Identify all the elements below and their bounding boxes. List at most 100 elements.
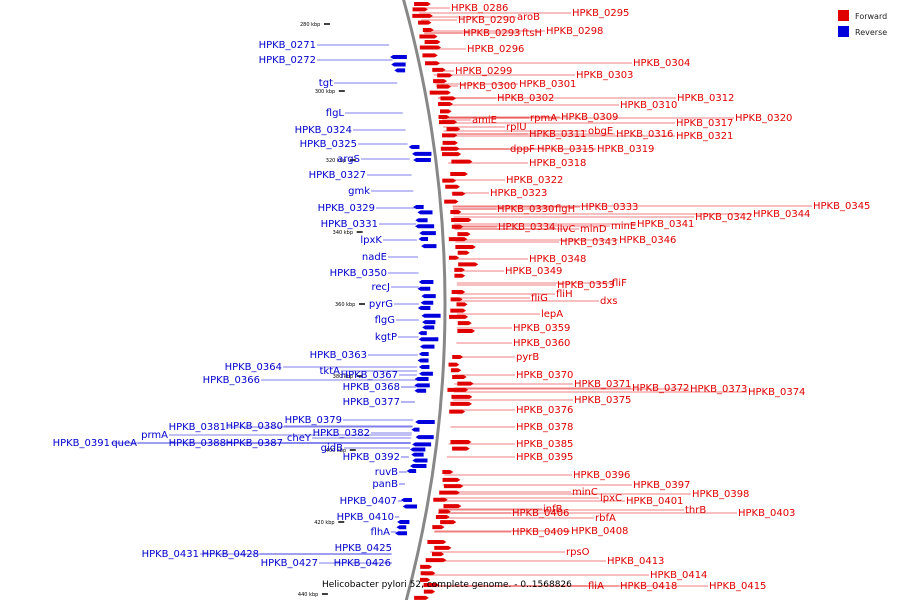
forward-gene-label: HPKB_0299 bbox=[455, 66, 512, 77]
reverse-gene-arrow bbox=[402, 504, 418, 509]
forward-gene-arrow bbox=[457, 250, 470, 255]
forward-gene-arrow bbox=[450, 401, 472, 406]
reverse-gene-arrow bbox=[397, 520, 410, 524]
reverse-gene-arrow bbox=[415, 218, 428, 223]
forward-gene-label: obgE bbox=[588, 126, 613, 137]
forward-gene-label: HPKB_0345 bbox=[813, 201, 870, 212]
forward-gene-arrow bbox=[424, 39, 441, 44]
forward-gene-label: thrB bbox=[685, 505, 706, 516]
scale-tick-label: 380 kbp bbox=[333, 374, 353, 380]
reverse-gene-label: tktA bbox=[320, 366, 341, 377]
reverse-gene-arrow bbox=[417, 306, 431, 311]
forward-gene-label: HPKB_0375 bbox=[574, 395, 631, 406]
forward-gene-label: HPKB_0414 bbox=[650, 570, 707, 581]
forward-gene-arrow bbox=[419, 45, 442, 50]
forward-gene-label: HPKB_0343 bbox=[560, 237, 617, 248]
forward-gene-label: HPKB_0374 bbox=[748, 387, 805, 398]
reverse-gene-label: argS bbox=[337, 154, 360, 165]
legend-reverse-swatch bbox=[838, 26, 849, 37]
forward-gene-arrow bbox=[444, 199, 459, 204]
forward-gene-arrow bbox=[423, 589, 436, 594]
forward-gene-label: dppF bbox=[510, 144, 535, 155]
reverse-gene-arrow bbox=[415, 420, 435, 424]
reverse-gene-arrow bbox=[414, 383, 430, 388]
forward-gene-label: HPKB_0360 bbox=[513, 338, 570, 349]
forward-gene-label: HPKB_0341 bbox=[637, 219, 694, 230]
forward-gene-label: fliH bbox=[556, 289, 573, 300]
reverse-gene-arrow bbox=[409, 447, 426, 452]
reverse-gene-label: HPKB_0407 bbox=[340, 496, 397, 507]
forward-gene-arrow bbox=[449, 314, 469, 319]
forward-gene-label: minD bbox=[580, 224, 607, 235]
forward-gene-arrow bbox=[440, 520, 457, 525]
forward-gene-label: HPKB_0359 bbox=[513, 323, 570, 334]
forward-gene-arrow bbox=[434, 545, 452, 550]
forward-gene-label: HPKB_0290 bbox=[458, 15, 515, 26]
reverse-gene-arrow bbox=[417, 286, 431, 291]
forward-gene-label: pyrB bbox=[516, 352, 539, 363]
reverse-gene-arrow bbox=[415, 435, 434, 440]
reverse-gene-label: HPKB_0431 bbox=[142, 549, 199, 560]
forward-gene-arrow bbox=[450, 308, 467, 313]
forward-gene-arrow bbox=[450, 440, 472, 444]
forward-gene-arrow bbox=[458, 262, 479, 267]
forward-gene-arrow bbox=[436, 84, 452, 89]
reverse-gene-label: HPKB_0324 bbox=[295, 125, 352, 136]
reverse-gene-arrow bbox=[422, 320, 436, 325]
reverse-gene-label: gidB bbox=[321, 443, 343, 454]
scale-tick-label: 320 kbp bbox=[326, 158, 346, 164]
reverse-gene-label: recJ bbox=[372, 282, 391, 293]
forward-gene-label: HPKB_0406 bbox=[512, 508, 569, 519]
reverse-gene-label: HPKB_0329 bbox=[318, 203, 375, 214]
forward-gene-label: HPKB_0349 bbox=[505, 266, 562, 277]
forward-gene-arrow bbox=[451, 159, 473, 164]
forward-gene-arrow bbox=[432, 525, 445, 530]
reverse-gene-label: HPKB_0391 bbox=[53, 438, 110, 449]
forward-gene-arrow bbox=[450, 368, 462, 373]
forward-gene-label: HPKB_0304 bbox=[633, 58, 690, 69]
forward-gene-arrow bbox=[435, 515, 450, 519]
scale-ticks: 280 kbp 300 kbp 320 kbp 340 kbp 360 kbp 380 k… bbox=[298, 22, 365, 598]
reverse-gene-label: HPKB_0379 bbox=[285, 415, 342, 426]
reverse-gene-label: lpxK bbox=[360, 235, 382, 246]
forward-gene-label: HPKB_0302 bbox=[497, 93, 554, 104]
reverse-gene-arrow bbox=[413, 205, 424, 209]
forward-gene-label: HPKB_0319 bbox=[597, 144, 654, 155]
forward-gene-label: HPKB_0418 bbox=[620, 581, 677, 592]
reverse-gene-arrow bbox=[419, 371, 433, 376]
forward-gene-label: HPKB_0320 bbox=[735, 113, 792, 124]
reverse-gene-label: HPKB_0382 bbox=[313, 428, 370, 439]
forward-gene-label: HPKB_0372 bbox=[632, 383, 689, 394]
forward-gene-label: HPKB_0330 bbox=[497, 204, 554, 215]
forward-gene-label: HPKB_0296 bbox=[467, 44, 524, 55]
forward-gene-label: HPKB_0310 bbox=[620, 100, 677, 111]
forward-gene-label: HPKB_0312 bbox=[677, 93, 734, 104]
forward-gene-label: minE bbox=[611, 221, 636, 232]
legend: Forward Reverse bbox=[838, 10, 887, 37]
map-caption: Helicobacter pylori 52, complete genome.… bbox=[322, 580, 572, 590]
reverse-gene-arrow bbox=[415, 224, 435, 229]
scale-tick-label: 280 kbp bbox=[300, 22, 320, 28]
forward-gene-arrow bbox=[452, 191, 466, 196]
forward-gene-arrow bbox=[457, 232, 471, 237]
reverse-gene-arrow bbox=[414, 377, 429, 382]
forward-gene-label: fliF bbox=[612, 278, 627, 289]
forward-gene-label: fliA bbox=[588, 581, 604, 592]
reverse-gene-arrow bbox=[412, 458, 428, 463]
forward-gene-label: HPKB_0385 bbox=[516, 439, 573, 450]
forward-gene-label: ftsH bbox=[522, 28, 542, 39]
forward-gene-arrow bbox=[414, 595, 429, 600]
forward-gene-arrow bbox=[447, 387, 469, 392]
forward-gene-label: HPKB_0321 bbox=[676, 131, 733, 142]
forward-gene-label: HPKB_0333 bbox=[581, 202, 638, 213]
forward-gene-label: HPKB_0311 bbox=[529, 129, 586, 140]
forward-gene-arrow bbox=[449, 409, 466, 414]
forward-gene-arrow bbox=[422, 53, 438, 58]
forward-gene-arrow bbox=[427, 540, 447, 544]
forward-gene-arrow bbox=[437, 73, 453, 78]
forward-gene-label: HPKB_0371 bbox=[574, 379, 631, 390]
reverse-gene-label: flhA bbox=[371, 527, 391, 538]
reverse-gene-arrow bbox=[390, 55, 407, 59]
forward-gene-label: HPKB_0293 bbox=[463, 28, 520, 39]
